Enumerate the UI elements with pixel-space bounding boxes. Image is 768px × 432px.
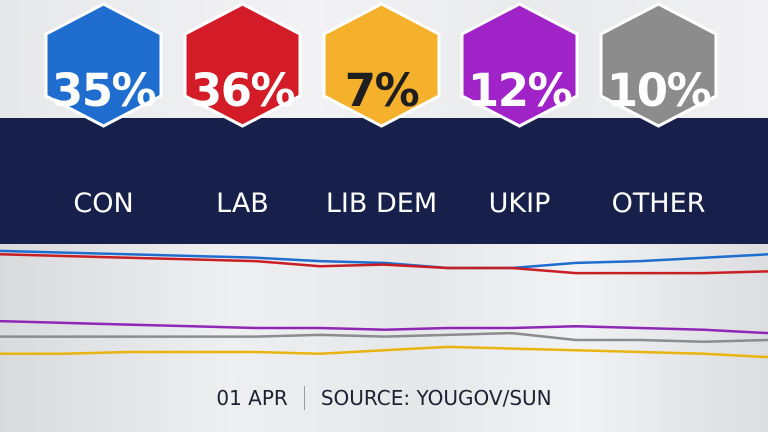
- hexagon-other: [599, 2, 718, 128]
- hexagon-shape-other: [599, 2, 718, 128]
- trend-line-lab: [0, 253, 768, 275]
- party-con: 35% CON: [42, 0, 182, 244]
- percent-libdem: 7%: [344, 63, 420, 117]
- hexagon-con: [44, 2, 163, 128]
- party-results: 35% CON 36% LAB 7% LIB DEM 12% UKIP 10% …: [42, 0, 737, 244]
- party-lab: 36% LAB: [181, 0, 321, 244]
- label-other: OTHER: [611, 188, 706, 219]
- hexagon-shape-libdem: [322, 2, 441, 128]
- label-libdem: LIB DEM: [325, 188, 438, 219]
- hexagon-shape-lab: [183, 2, 302, 128]
- trend-line-other: [0, 331, 768, 343]
- party-other: 10% OTHER: [597, 0, 737, 244]
- party-libdem: 7% LIB DEM: [320, 0, 460, 244]
- trend-line-ukip: [0, 319, 768, 335]
- poll-trend-chart: [0, 249, 768, 359]
- hexagon-shape-ukip: [460, 2, 579, 128]
- trend-line-con: [0, 249, 768, 270]
- label-ukip: UKIP: [488, 188, 551, 219]
- footer-divider: [303, 386, 305, 410]
- hexagon-ukip: [460, 2, 579, 128]
- label-lab: LAB: [216, 188, 269, 219]
- footer: 01 APR SOURCE: YOUGOV/SUN: [0, 378, 768, 418]
- percent-other: 10%: [606, 63, 712, 117]
- percent-lab: 36%: [190, 63, 296, 117]
- navy-band: [0, 118, 768, 244]
- percent-con: 35%: [51, 63, 157, 117]
- party-ukip: 12% UKIP: [458, 0, 598, 244]
- poll-date: 01 APR: [216, 386, 288, 410]
- label-con: CON: [73, 188, 134, 219]
- hexagon-shape-con: [44, 2, 163, 128]
- trend-line-libdem: [0, 345, 768, 359]
- percent-ukip: 12%: [467, 63, 573, 117]
- hexagon-lab: [183, 2, 302, 128]
- poll-source: SOURCE: YOUGOV/SUN: [320, 386, 552, 410]
- hexagon-libdem: [322, 2, 441, 128]
